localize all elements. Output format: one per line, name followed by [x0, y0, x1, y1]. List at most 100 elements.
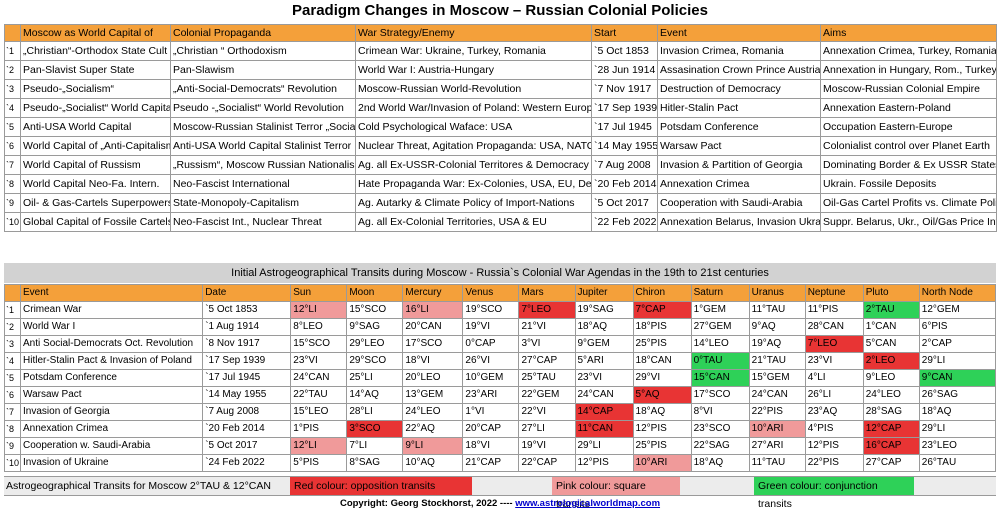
- transit-cell: 2°LEO: [862, 352, 920, 370]
- transit-cell: 12°GEM: [918, 301, 997, 319]
- colonial-cell: Invasion & Partition of Georgia: [657, 155, 821, 175]
- colonial-cell: `17 Sep 1939: [591, 98, 658, 118]
- colonial-cell: Oil-Gas Cartel Profits vs. Climate Polic…: [820, 193, 997, 213]
- transit-cell: `5 Oct 2017: [202, 437, 292, 455]
- transit-cell: 22°GEM: [518, 386, 576, 404]
- transit-cell: 6°PIS: [918, 318, 997, 336]
- transit-cell: 10°ARI: [748, 420, 806, 438]
- transit-cell: 26°VI: [462, 352, 520, 370]
- colonial-cell: Pseudo -„Socialist“ World Revolution: [170, 98, 356, 118]
- transit-cell: 18°PIS: [632, 318, 692, 336]
- header-num-cell: [3, 284, 22, 302]
- transit-cell: 2°TAU: [862, 301, 920, 319]
- transit-cell: 27°CAP: [518, 352, 576, 370]
- transit-cell: 4°PIS: [804, 420, 864, 438]
- transit-cell: 27°LI: [518, 420, 576, 438]
- transit-cell: Invasion of Georgia: [20, 403, 204, 421]
- colonial-row: `5 Anti-USA World Capital Moscow-Russian S…: [4, 117, 997, 137]
- transit-cell: 29°LI: [574, 437, 634, 455]
- colonial-cell: Destruction of Democracy: [657, 79, 821, 99]
- transit-cell: 17°SCO: [690, 386, 750, 404]
- transit-header-cell: Moon: [346, 284, 404, 302]
- row-number: `6: [3, 386, 22, 404]
- transit-cell: 5°CAN: [862, 335, 920, 353]
- row-number: `10: [4, 212, 21, 232]
- transit-row: `8 Annexation Crimea `20 Feb 2014 1°PIS 3°SC…: [3, 420, 997, 438]
- colonial-cell: Pseudo-„Socialist“ World Capital: [20, 98, 171, 118]
- transit-cell: 7°LI: [346, 437, 404, 455]
- transit-cell: 10°GEM: [462, 369, 520, 387]
- transit-cell: 14°LEO: [690, 335, 750, 353]
- transit-header-cell: Venus: [462, 284, 520, 302]
- colonial-header-cell: Colonial Propaganda: [170, 24, 356, 42]
- transit-cell: 12°PIS: [574, 454, 634, 472]
- colonial-cell: Cold Psychological Waface: USA: [355, 117, 592, 137]
- colonial-cell: World Capital of „Anti-Capitalism“: [20, 136, 171, 156]
- row-number: `2: [4, 60, 21, 80]
- transit-cell: 20°CAN: [402, 318, 464, 336]
- colonial-cell: Assasination Crown Prince Austria: [657, 60, 821, 80]
- colonial-cell: Annexation Belarus, Invasion Ukraine: [657, 212, 821, 232]
- website-link[interactable]: www.astrologicalworldmap.com: [515, 498, 661, 509]
- transit-cell: 2°CAP: [918, 335, 997, 353]
- transit-header-cell: Saturn: [690, 284, 750, 302]
- transit-cell: 22°PIS: [804, 454, 864, 472]
- transit-cell: 0°CAP: [462, 335, 520, 353]
- transit-cell: 23°VI: [804, 352, 864, 370]
- transit-cell: 23°VI: [290, 352, 348, 370]
- transit-table: Event Date Sun Moon Mercury Venus Mars Jupiter C…: [3, 284, 997, 472]
- colonial-cell: Dominating Border & Ex USSR States: [820, 155, 997, 175]
- transit-title-text: Initial Astrogeographical Transits durin…: [231, 267, 769, 279]
- colonial-row: `3 Pseudo-„Socialism“ „Anti-Social-Democra…: [4, 79, 997, 99]
- colonial-cell: Warsaw Pact: [657, 136, 821, 156]
- transit-cell: 28°CAN: [804, 318, 864, 336]
- transit-cell: `24 Feb 2022: [202, 454, 292, 472]
- transit-row: `7 Invasion of Georgia `7 Aug 2008 15°LEO 28…: [3, 403, 997, 421]
- transit-cell: 22°VI: [518, 403, 576, 421]
- transit-cell: 11°PIS: [804, 301, 864, 319]
- row-number: `8: [3, 420, 22, 438]
- transit-cell: 19°SCO: [462, 301, 520, 319]
- row-number: `5: [4, 117, 21, 137]
- colonial-cell: „Christian “ Orthodoxism: [170, 41, 356, 61]
- transit-cell: 10°ARI: [632, 454, 692, 472]
- transit-cell: 23°AQ: [804, 403, 864, 421]
- transit-cell: 22°AQ: [402, 420, 464, 438]
- transit-cell: 5°PIS: [290, 454, 348, 472]
- transit-cell: 1°VI: [462, 403, 520, 421]
- transit-header-cell: Pluto: [862, 284, 920, 302]
- transit-cell: 7°LEO: [804, 335, 864, 353]
- colonial-cell: Anti-USA World Capital Stalinist Terror: [170, 136, 356, 156]
- colonial-cell: Hitler-Stalin Pact: [657, 98, 821, 118]
- row-number: `4: [3, 352, 22, 370]
- transit-cell: 15°SCO: [290, 335, 348, 353]
- row-number: `6: [4, 136, 21, 156]
- transit-cell: 18°AQ: [632, 403, 692, 421]
- transit-cell: Potsdam Conference: [20, 369, 204, 387]
- colonial-cell: Suppr. Belarus, Ukr., Oil/Gas Price Infl…: [820, 212, 997, 232]
- legend-moscow: Astrogeographical Transits for Moscow 2°…: [6, 480, 271, 492]
- transit-cell: 12°LI: [290, 437, 348, 455]
- colonial-cell: Annexation Eastern-Poland: [820, 98, 997, 118]
- colonial-header-cell: Event: [657, 24, 821, 42]
- transit-cell: 27°CAP: [862, 454, 920, 472]
- transit-cell: 12°PIS: [632, 420, 692, 438]
- transit-cell: 18°VI: [402, 352, 464, 370]
- transit-cell: 15°LEO: [290, 403, 348, 421]
- transit-cell: 29°LEO: [346, 335, 404, 353]
- transit-cell: 24°CAN: [574, 386, 634, 404]
- transit-cell: `8 Nov 1917: [202, 335, 292, 353]
- row-number: `9: [3, 437, 22, 455]
- colonial-row: `6 World Capital of „Anti-Capitalism“ Anti…: [4, 136, 997, 156]
- transit-cell: 12°PIS: [804, 437, 864, 455]
- transit-row: `5 Potsdam Conference `17 Jul 1945 24°CAN 25…: [3, 369, 997, 387]
- colonial-cell: Global Capital of Fossile Cartels: [20, 212, 171, 232]
- transit-cell: 19°VI: [518, 437, 576, 455]
- transit-cell: 26°LI: [804, 386, 864, 404]
- row-number: `3: [4, 79, 21, 99]
- colonial-header-cell: Aims: [820, 24, 997, 42]
- colonial-cell: Occupation Eastern-Europe: [820, 117, 997, 137]
- transit-cell: 7°LEO: [518, 301, 576, 319]
- transit-cell: World War I: [20, 318, 204, 336]
- transit-cell: Crimean War: [20, 301, 204, 319]
